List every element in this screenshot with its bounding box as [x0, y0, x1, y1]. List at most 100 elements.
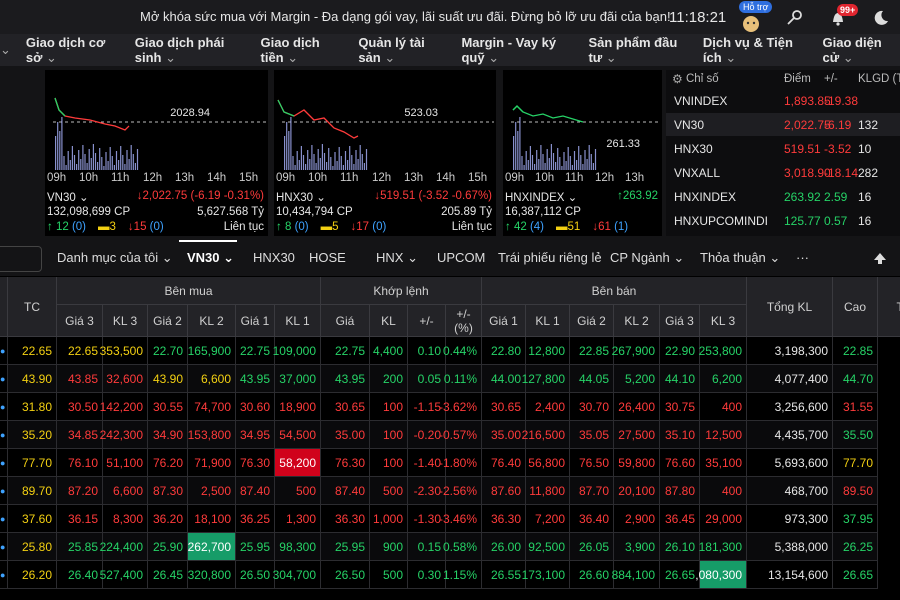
index-name[interactable]: HNX30 ⌄: [276, 192, 326, 204]
board-tab[interactable]: Danh mục của tôi ⌄: [57, 250, 173, 265]
board-tab[interactable]: Thỏa thuận ⌄: [700, 250, 781, 265]
nav-caret: ⌄: [0, 42, 11, 57]
price-cell: 36.25: [236, 505, 275, 533]
nav-item[interactable]: Sản phẩm đầu tư: [588, 35, 687, 66]
volume-bar: [592, 163, 594, 170]
decliners: 15: [133, 221, 147, 233]
volume-bar: [105, 152, 107, 170]
nav-item[interactable]: Giao dịch phái sinh: [135, 35, 246, 66]
volume-bar: [328, 148, 330, 170]
price-cell: 76.30: [236, 449, 275, 477]
price-cell: 1,300: [275, 505, 321, 533]
promo-text[interactable]: Mở khóa sức mua với Margin - Đa dạng gói…: [140, 9, 671, 24]
column-header: TC: [8, 277, 57, 337]
price-cell: 43.85: [57, 365, 103, 393]
index-name[interactable]: HNXINDEX ⌄: [505, 192, 578, 204]
index-row-cell: -18.14: [824, 166, 859, 180]
price-cell: 26.45: [148, 561, 188, 589]
volume-bar: [555, 162, 557, 170]
advancers: 8: [284, 221, 292, 233]
ref-marker: ▬: [556, 221, 568, 233]
time-label: 15h: [239, 172, 259, 184]
volume-bar: [94, 153, 97, 170]
support-icon[interactable]: [740, 14, 762, 34]
price-cell: 43.90: [148, 365, 188, 393]
volume-bar: [103, 166, 105, 170]
volume-bar: [357, 159, 359, 170]
index-row-cell[interactable]: VNINDEX: [674, 94, 728, 108]
nav-item[interactable]: Dịch vụ & Tiện ích: [703, 35, 808, 66]
price-cell: 30.55: [148, 393, 188, 421]
price-cell: 11,800: [526, 477, 570, 505]
index-volume: 16,387,112 CP: [505, 206, 581, 218]
price-cell: 527,400: [100, 561, 148, 589]
advancers-ceiling: (0): [294, 221, 309, 233]
index-row-cell[interactable]: VNXALL: [674, 166, 721, 180]
price-cell: 26.50: [236, 561, 275, 589]
board-tab[interactable]: ···: [796, 250, 809, 265]
time-label: 09h: [276, 172, 296, 184]
index-row-bg: [666, 113, 900, 136]
price-cell: 100: [370, 421, 408, 449]
volume-bar: [284, 136, 286, 170]
nav-item[interactable]: Quản lý tài sản: [358, 35, 446, 66]
time-label: 13h: [625, 172, 645, 184]
price-cell: -1.15: [408, 393, 446, 421]
nav-item[interactable]: Giao dịch tiền: [261, 35, 344, 66]
symbol-cell: ●: [0, 337, 8, 365]
volume-bar: [99, 148, 101, 170]
price-cell: 12,800: [526, 337, 570, 365]
price-cell: 22.65: [8, 337, 57, 365]
volume-bar: [347, 160, 349, 170]
time-label: 10h: [308, 172, 328, 184]
board-tab[interactable]: VN30 ⌄: [187, 250, 235, 265]
trend-arrow: ↑: [617, 190, 623, 202]
board-tab[interactable]: UPCOM: [437, 250, 486, 265]
column-header: KL 1: [526, 305, 570, 337]
price-cell: 26.65: [833, 561, 878, 589]
index-row-cell[interactable]: HNX30: [674, 142, 713, 156]
index-name[interactable]: VN30 ⌄: [47, 192, 89, 204]
price-cell: 76.20: [148, 449, 188, 477]
decliners: 61: [598, 221, 611, 233]
volume-bar: [59, 131, 61, 170]
nav-item[interactable]: Giao dịch cơ sở: [26, 35, 120, 66]
price-cell: 468,700: [747, 477, 833, 505]
price-cell: 500: [370, 477, 408, 505]
index-row-cell[interactable]: HNXINDEX: [674, 190, 737, 204]
price-cell: 77.70: [8, 449, 57, 477]
price-cell: 44.70: [833, 365, 878, 393]
time-label: 10h: [79, 172, 99, 184]
volume-bar: [132, 154, 134, 170]
index-row-cell[interactable]: HNXUPCOMINDI: [674, 214, 769, 228]
price-cell: 3,198,300: [747, 337, 833, 365]
nav-item[interactable]: Margin - Vay ký quỹ: [461, 35, 573, 66]
volume-bar: [88, 149, 90, 170]
key-icon[interactable]: [785, 9, 803, 27]
price-cell: 87.70: [570, 477, 614, 505]
nav-item[interactable]: Giao diện cử: [823, 35, 900, 66]
time-label: 14h: [207, 172, 227, 184]
board-tab[interactable]: Trái phiếu riêng lẻ: [498, 250, 602, 265]
search-box[interactable]: [0, 246, 42, 272]
price-cell: 5,200: [614, 365, 660, 393]
volume-bar: [97, 162, 99, 170]
theme-icon[interactable]: [872, 9, 890, 27]
volume-bar: [576, 160, 578, 170]
price-cell: 76.50: [570, 449, 614, 477]
board-tab[interactable]: HNX30: [253, 250, 295, 265]
index-row-cell[interactable]: VN30: [674, 118, 705, 132]
board-tab[interactable]: HNX ⌄: [376, 250, 418, 265]
price-cell: 200: [370, 365, 408, 393]
price-cell: 35.20: [8, 421, 57, 449]
column-header: Giá: [321, 305, 370, 337]
volume-bar: [540, 145, 542, 170]
price-cell: 181,300: [699, 533, 747, 561]
notification-count[interactable]: 99+: [837, 4, 859, 16]
scroll-up-icon[interactable]: [872, 250, 888, 266]
board-tab[interactable]: HOSE: [309, 250, 346, 265]
support-badge[interactable]: Hỗ trợ: [739, 1, 773, 13]
index-row-bg: [666, 161, 900, 184]
decliners-floor: (0): [372, 221, 387, 233]
board-tab[interactable]: CP Ngành ⌄: [610, 250, 685, 265]
